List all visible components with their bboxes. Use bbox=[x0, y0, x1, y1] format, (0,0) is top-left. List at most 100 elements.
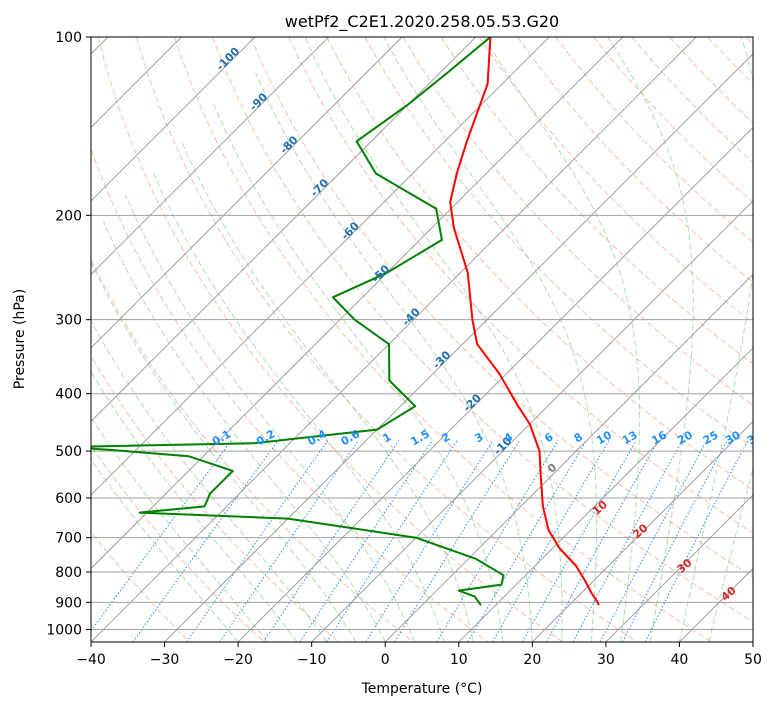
x-tick-label: 0 bbox=[381, 652, 390, 668]
mixing-ratio-line bbox=[644, 440, 749, 642]
isotherm-line bbox=[164, 53, 753, 642]
moist-adiabat-line bbox=[304, 37, 563, 642]
mixing-ratio-label: 25 bbox=[701, 428, 721, 447]
isotherm-label: -90 bbox=[247, 90, 270, 113]
x-tick-label: 20 bbox=[523, 652, 541, 668]
moist-adiabat-line bbox=[255, 72, 533, 642]
moist-adiabat-line bbox=[213, 104, 504, 642]
y-tick-label: 200 bbox=[55, 208, 82, 224]
moist-adiabat-label: 0 bbox=[545, 461, 559, 476]
moist-adiabat-line bbox=[607, 37, 694, 642]
isotherm-label: -100 bbox=[214, 44, 243, 73]
dry-adiabat-line bbox=[91, 258, 414, 642]
y-tick-label: 700 bbox=[55, 531, 82, 547]
mixing-ratio-line bbox=[263, 440, 400, 642]
chart-title: wetPf2_C2E1.2020.258.05.53.G20 bbox=[285, 12, 559, 32]
mixing-ratio-label: 0.4 bbox=[306, 427, 330, 448]
isotherm-line bbox=[458, 347, 753, 642]
isotherm-line bbox=[91, 37, 550, 496]
moist-adiabat-line bbox=[678, 37, 753, 642]
mixing-ratio-label: 30 bbox=[723, 428, 743, 447]
isotherm-line bbox=[91, 37, 329, 276]
mixing-ratio-line bbox=[622, 440, 728, 642]
dry-adiabat-line bbox=[91, 530, 191, 642]
dry-adiabat-line bbox=[707, 37, 753, 85]
isotherm-label: -80 bbox=[277, 133, 300, 156]
mixing-ratio-line bbox=[299, 440, 433, 642]
isotherm-line bbox=[605, 494, 753, 642]
dry-adiabat-line bbox=[669, 37, 753, 124]
isotherm-line bbox=[91, 37, 403, 349]
moist-adiabat-label: 40 bbox=[719, 584, 739, 604]
mixing-ratio-label: 13 bbox=[620, 428, 640, 447]
isotherm-label: -20 bbox=[461, 391, 484, 414]
isotherm-line bbox=[531, 420, 753, 642]
moist-adiabat-line bbox=[91, 458, 239, 642]
moist-adiabat-line bbox=[383, 37, 598, 642]
dry-adiabat-line bbox=[440, 37, 753, 365]
mixing-ratio-line bbox=[546, 440, 659, 642]
mixing-ratio-line bbox=[572, 440, 683, 642]
x-tick-label: 40 bbox=[671, 652, 689, 668]
dry-adiabat-line bbox=[326, 37, 753, 491]
moist-adiabat-line bbox=[708, 467, 753, 642]
y-tick-label: 900 bbox=[55, 595, 82, 611]
mixing-ratio-label: 0.6 bbox=[339, 427, 363, 448]
isotherm-label: -50 bbox=[369, 262, 392, 285]
dry-adiabat-line bbox=[288, 37, 753, 534]
isotherm-line bbox=[91, 37, 477, 423]
moist-adiabat-line bbox=[91, 416, 268, 642]
moist-adiabat-label: 20 bbox=[630, 521, 650, 541]
x-tick-label: 30 bbox=[597, 652, 615, 668]
x-tick-label: −30 bbox=[150, 652, 180, 668]
moist-adiabat-line bbox=[91, 319, 327, 642]
dry-adiabat-line bbox=[516, 37, 753, 284]
moist-adiabat-line bbox=[125, 195, 416, 642]
dry-adiabat-line bbox=[478, 37, 753, 324]
mixing-ratio-label: 10 bbox=[594, 428, 614, 447]
isotherm-line bbox=[237, 126, 753, 642]
isotherm-line bbox=[91, 37, 256, 202]
mixing-ratio-label: 1 bbox=[381, 430, 394, 445]
dry-adiabat-line bbox=[250, 37, 753, 578]
mixing-ratio-line bbox=[365, 440, 494, 642]
isotherm-label: -40 bbox=[400, 305, 423, 328]
mixing-ratio-line bbox=[436, 440, 559, 642]
mixing-ratio-line bbox=[132, 440, 279, 642]
moist-adiabat-line bbox=[91, 261, 357, 642]
mixing-ratio-label: 20 bbox=[675, 428, 695, 447]
mixing-ratio-label: 1.5 bbox=[409, 427, 432, 448]
dry-adiabat-line bbox=[135, 37, 638, 642]
y-tick-label: 500 bbox=[55, 444, 82, 460]
x-tick-label: −40 bbox=[76, 652, 106, 668]
mixing-ratio-line bbox=[394, 440, 520, 642]
temperature-profile-line bbox=[449, 37, 600, 606]
dry-adiabat-line bbox=[91, 445, 265, 642]
moist-adiabat-label: 10 bbox=[590, 498, 610, 518]
background-lines bbox=[91, 37, 753, 642]
mixing-ratio-label: 0.1 bbox=[210, 427, 233, 448]
mixing-ratio-line bbox=[599, 440, 708, 642]
mixing-ratio-line bbox=[91, 440, 232, 632]
mixing-ratio-line bbox=[219, 440, 359, 642]
isotherm-line bbox=[752, 641, 753, 642]
mixing-ratio-line bbox=[492, 440, 610, 642]
y-axis-label: Pressure (hPa) bbox=[12, 289, 28, 389]
y-tick-label: 300 bbox=[55, 313, 82, 329]
x-tick-label: −20 bbox=[223, 652, 253, 668]
dry-adiabat-line bbox=[402, 37, 753, 406]
y-tick-label: 1000 bbox=[46, 622, 82, 638]
isotherm-line bbox=[91, 37, 697, 642]
profile-lines bbox=[91, 37, 600, 606]
y-tick-label: 600 bbox=[55, 491, 82, 507]
moist-adiabat-line bbox=[153, 173, 445, 642]
moist-adiabat-line bbox=[181, 141, 474, 642]
dry-adiabat-line bbox=[97, 37, 563, 642]
x-tick-label: 10 bbox=[450, 652, 468, 668]
dry-adiabat-line bbox=[212, 37, 753, 623]
dewpoint-profile-line bbox=[91, 37, 505, 606]
x-tick-label: 50 bbox=[744, 652, 762, 668]
isotherm-line bbox=[91, 37, 624, 570]
moist-adiabat-line bbox=[483, 37, 641, 642]
